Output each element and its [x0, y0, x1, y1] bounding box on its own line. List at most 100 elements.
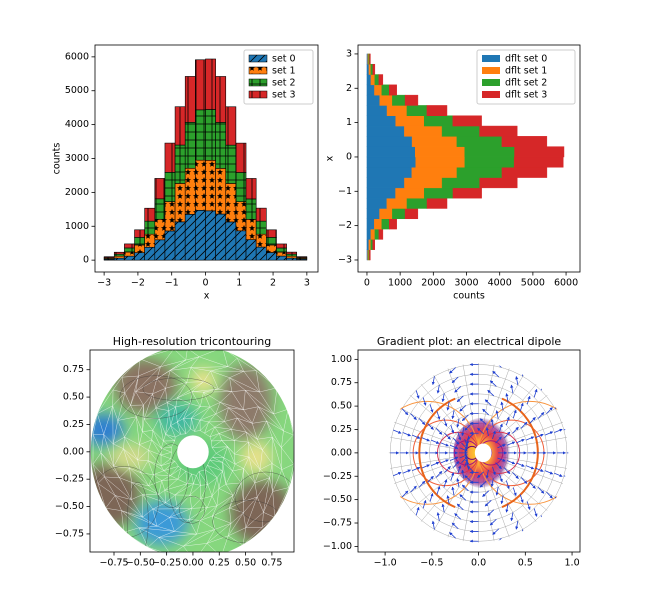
field-arrow — [441, 503, 445, 513]
bar — [366, 94, 381, 106]
bar — [379, 94, 393, 106]
y-tick-label: 3 — [346, 48, 352, 59]
field-arrow — [500, 495, 504, 505]
field-arrow — [485, 427, 489, 436]
bar — [245, 239, 257, 261]
legend-label: dflt set 0 — [505, 54, 547, 65]
bar — [369, 53, 371, 65]
dipole-field — [388, 363, 569, 543]
field-arrow — [546, 407, 553, 414]
bar — [514, 146, 565, 158]
bar — [374, 74, 380, 86]
bar — [144, 246, 156, 261]
field-arrow — [489, 380, 497, 387]
field-arrow — [436, 512, 440, 521]
bar — [174, 183, 186, 223]
field-arrow — [412, 434, 421, 439]
y-tick-label: 0.75 — [63, 364, 84, 375]
contour-line — [179, 495, 206, 524]
field-arrow — [402, 469, 411, 474]
bar — [103, 256, 115, 258]
legend-swatch — [248, 78, 268, 87]
field-arrow — [520, 421, 528, 429]
bar — [144, 233, 156, 248]
field-arrow — [526, 395, 531, 405]
field-arrow — [415, 506, 420, 516]
field-arrow — [516, 462, 525, 467]
bar — [368, 63, 372, 75]
y-tick-label: 6000 — [65, 51, 89, 62]
field-arrow — [512, 426, 519, 434]
field-arrow — [520, 477, 528, 484]
field-arrow — [456, 478, 460, 487]
bar — [366, 84, 375, 96]
bar — [389, 218, 397, 230]
field-arrow — [449, 532, 456, 539]
bar — [245, 198, 257, 220]
field-arrow — [431, 461, 440, 466]
subplot-title: Gradient plot: an electrical dipole — [377, 335, 562, 348]
legend-swatch — [248, 54, 268, 63]
bar — [255, 246, 267, 261]
field-arrow — [436, 486, 441, 495]
bar — [389, 84, 397, 96]
bar — [414, 146, 466, 158]
y-tick-label: 4000 — [65, 119, 89, 130]
field-arrow — [477, 427, 484, 435]
field-arrow — [546, 491, 553, 499]
x-tick-label: −0.75 — [99, 558, 128, 569]
field-arrow — [512, 472, 519, 479]
bar — [456, 136, 503, 147]
field-arrow — [535, 433, 544, 438]
bar — [154, 178, 166, 200]
bar — [392, 94, 406, 106]
bar — [378, 74, 384, 86]
bar — [235, 142, 247, 173]
field-arrow — [554, 402, 562, 409]
field-arrow — [427, 475, 434, 483]
bar — [195, 109, 206, 161]
field-arrow — [464, 424, 472, 431]
bar — [464, 156, 515, 168]
bar — [366, 63, 370, 75]
field-arrow — [415, 390, 420, 399]
legend-label: dflt set 2 — [505, 78, 547, 89]
y-tick-label: 0.25 — [331, 424, 352, 435]
field-arrow — [412, 466, 421, 472]
field-arrow — [537, 486, 545, 494]
contour-line — [119, 375, 193, 419]
bar — [404, 208, 419, 220]
field-arrow — [495, 410, 499, 419]
field-arrow — [544, 470, 554, 475]
bar — [366, 125, 405, 137]
field-arrow — [554, 496, 562, 504]
y-tick-label: 0.50 — [63, 392, 84, 403]
field-arrow — [485, 469, 489, 479]
field-arrow — [515, 520, 519, 530]
y-tick-label: 2000 — [65, 187, 89, 198]
field-blob — [114, 358, 178, 414]
field-arrow — [510, 384, 514, 394]
field-arrow — [450, 424, 455, 434]
bar — [134, 229, 145, 238]
bar — [370, 74, 376, 86]
bar — [479, 125, 518, 137]
legend-label: set 0 — [272, 54, 296, 65]
field-arrow — [519, 494, 524, 504]
y-axis-label: counts — [52, 143, 63, 175]
field-arrow — [515, 376, 519, 385]
field-arrow — [479, 418, 487, 425]
field-arrow — [489, 518, 497, 526]
field-arrow — [510, 512, 514, 522]
field-arrow — [435, 428, 443, 435]
hole — [177, 435, 209, 469]
field-arrow — [449, 367, 456, 374]
bar — [174, 144, 186, 184]
bar — [296, 256, 308, 258]
field-arrow — [401, 408, 409, 416]
bar — [386, 197, 408, 209]
field-arrow — [459, 454, 468, 459]
x-tick-label: −3 — [97, 278, 111, 289]
bar — [164, 142, 176, 173]
